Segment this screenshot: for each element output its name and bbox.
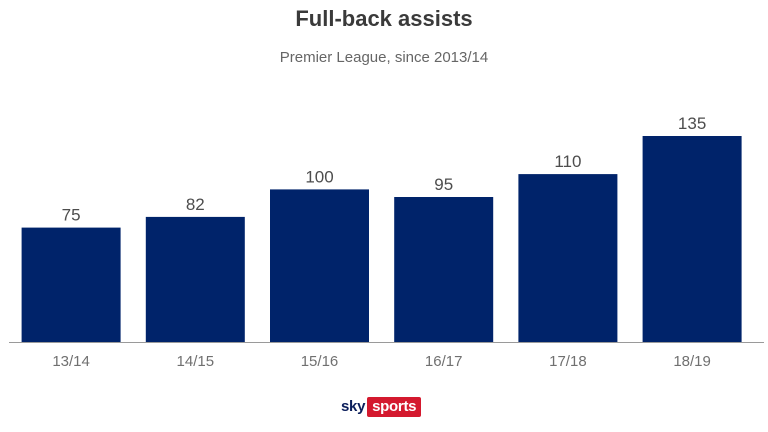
chart-title: Full-back assists: [295, 6, 473, 31]
data-label-18-19: 135: [678, 114, 706, 133]
data-label-14-15: 82: [186, 195, 205, 214]
bar-16-17: [394, 197, 494, 342]
chart-subtitle: Premier League, since 2013/14: [279, 49, 489, 66]
bar-13-14: [21, 227, 121, 342]
x-tick-label-18-19: 18/19: [673, 353, 711, 370]
sky-sports-logo: sky sports: [341, 397, 422, 417]
bar-18-19: [642, 136, 742, 342]
bar-17-18: [518, 174, 618, 342]
data-label-15-16: 100: [305, 167, 333, 186]
bar-15-16: [270, 189, 369, 342]
data-label-13-14: 75: [62, 206, 81, 225]
logo-sky-text: sky: [341, 397, 368, 417]
x-tick-label-14-15: 14/15: [177, 353, 215, 370]
x-tick-label-17-18: 17/18: [549, 353, 587, 370]
logo-sports-text: sports: [367, 397, 422, 417]
data-label-16-17: 95: [434, 175, 453, 194]
bar-14-15: [145, 216, 245, 342]
x-tick-label-15-16: 15/16: [301, 353, 339, 370]
data-label-17-18: 110: [554, 152, 581, 171]
x-tick-label-13-14: 13/14: [52, 353, 90, 370]
x-tick-label-16-17: 16/17: [425, 353, 463, 370]
